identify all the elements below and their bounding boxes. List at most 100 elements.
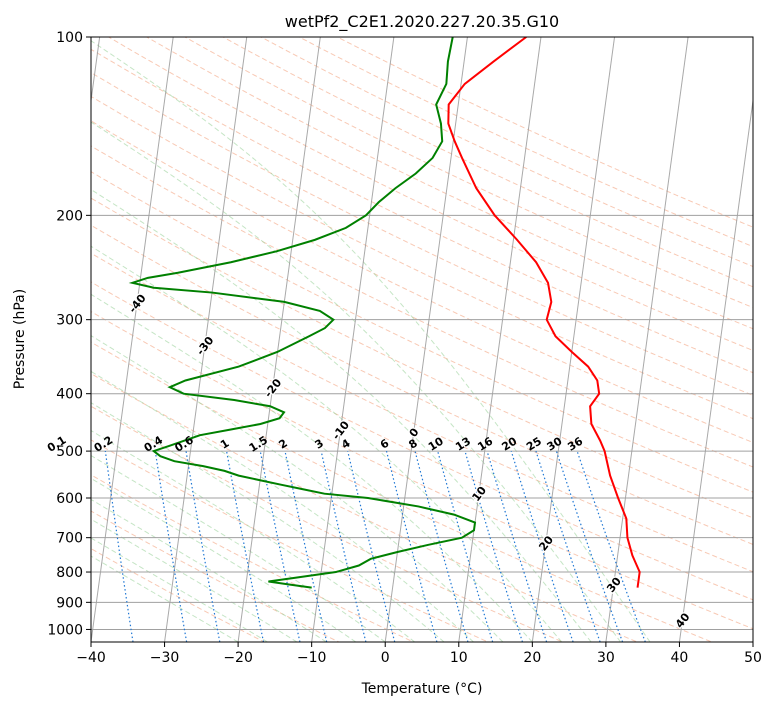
moist-adiabat — [91, 188, 592, 642]
dewpoint-line — [128, 37, 477, 589]
mixing-ratio-label: 1.5 — [247, 433, 270, 454]
moist-adiabat — [91, 245, 563, 642]
moist-adiabat — [91, 335, 504, 642]
moist-adiabat — [91, 40, 651, 642]
y-tick-label: 1000 — [47, 622, 83, 638]
isotherm-line — [531, 37, 616, 642]
mixing-ratio-label: 6 — [378, 436, 392, 451]
isotherm-line — [752, 638, 753, 642]
y-tick-label: 200 — [56, 208, 83, 224]
moist-adiabat — [91, 370, 474, 642]
mixing-ratio-line — [347, 450, 396, 642]
isotherm-label: -50 — [58, 249, 81, 273]
dry-adiabat — [91, 95, 753, 420]
dry-adiabat — [91, 120, 753, 444]
x-tick-label: 40 — [671, 650, 689, 666]
moist-adiabat — [91, 477, 357, 642]
dry-adiabat — [91, 48, 753, 374]
moist-adiabats — [91, 40, 651, 642]
mixing-ratio-line — [510, 450, 574, 642]
moist-adiabat — [91, 121, 622, 642]
mixing-ratio-line — [576, 450, 646, 642]
y-tick-label: 300 — [56, 313, 83, 329]
dry-adiabat — [91, 310, 753, 630]
mixing-ratio-lines — [104, 450, 646, 642]
dry-adiabat — [221, 37, 753, 288]
isotherm-label: 40 — [673, 610, 693, 630]
y-tick-label: 800 — [56, 565, 83, 581]
mixing-ratio-line — [104, 451, 134, 642]
mixing-ratio-line — [414, 450, 469, 642]
dry-adiabat — [91, 197, 753, 519]
y-tick-label: 900 — [56, 595, 83, 611]
mixing-ratio-label: 0.4 — [142, 433, 166, 455]
mixing-ratio-line — [385, 450, 438, 642]
dry-adiabat — [91, 171, 753, 493]
dry-adiabat — [91, 224, 753, 545]
dry-adiabat — [91, 474, 415, 642]
temperature-line — [447, 37, 641, 588]
y-tick-label: 100 — [56, 30, 83, 46]
mixing-ratio-line — [535, 450, 601, 642]
isotherm-line — [164, 37, 248, 642]
isotherm-line — [311, 37, 395, 642]
sounding-lines — [128, 37, 641, 589]
y-tick-label: 400 — [56, 387, 83, 403]
x-tick-label: −40 — [76, 650, 106, 666]
dry-adiabat — [91, 252, 753, 573]
x-tick-label: 20 — [523, 650, 541, 666]
mixing-ratio-label: 1 — [218, 437, 231, 452]
dry-adiabat — [91, 341, 714, 642]
dry-adiabats — [91, 37, 753, 642]
mixing-ratio-line — [555, 450, 624, 642]
mixing-ratio-line — [320, 450, 367, 642]
moist-adiabat — [91, 402, 445, 642]
isotherms — [91, 37, 753, 642]
chart-title: wetPf2_C2E1.2020.227.20.35.G10 — [285, 12, 559, 32]
x-tick-label: −30 — [150, 650, 180, 666]
x-tick-label: −20 — [223, 650, 253, 666]
mixing-ratio-label: 4 — [339, 436, 353, 451]
isotherm-label: 20 — [536, 533, 556, 553]
moist-adiabat — [91, 293, 533, 642]
dry-adiabat — [260, 37, 753, 268]
isotherm-line — [237, 37, 321, 642]
isobars — [91, 37, 753, 630]
y-tick-label: 600 — [56, 491, 83, 507]
moist-adiabat — [91, 454, 386, 642]
isotherm-label: -20 — [262, 376, 285, 400]
x-axis-label: Temperature (°C) — [361, 681, 483, 697]
mixing-ratio-line — [185, 451, 221, 642]
y-tick-label: 500 — [56, 444, 83, 460]
mixing-ratio-label: 3 — [313, 437, 326, 452]
mixing-ratio-line — [259, 450, 301, 642]
dry-adiabat — [91, 405, 564, 642]
isotherm-line — [458, 37, 542, 642]
dry-adiabat — [91, 548, 266, 642]
moist-adiabat — [91, 537, 268, 642]
mixing-ratio-line — [154, 451, 188, 642]
dry-adiabat — [145, 37, 753, 330]
y-axis-label: Pressure (hPa) — [12, 289, 28, 389]
dry-adiabat — [91, 373, 639, 642]
x-tick-label: 50 — [744, 650, 762, 666]
isotherm-label: -60 — [0, 207, 13, 231]
x-tick-label: −10 — [297, 650, 327, 666]
isotherm-label: 10 — [469, 484, 489, 504]
mixing-ratio-line — [486, 450, 548, 642]
plot-frame — [90, 36, 754, 643]
isotherm-line — [91, 37, 174, 642]
x-tick-label: 30 — [597, 650, 615, 666]
isotherm-label: -30 — [194, 334, 217, 358]
y-axis: 100 200 300 400 500 600 700 800 900 1000 — [47, 30, 91, 638]
mixing-ratio-line — [284, 450, 328, 642]
x-tick-label: 10 — [450, 650, 468, 666]
isotherm-line — [91, 37, 101, 105]
moist-adiabat — [91, 555, 239, 642]
isotherm-line — [678, 96, 753, 642]
dry-adiabat — [91, 439, 490, 642]
isotherm-label: -40 — [126, 292, 149, 316]
